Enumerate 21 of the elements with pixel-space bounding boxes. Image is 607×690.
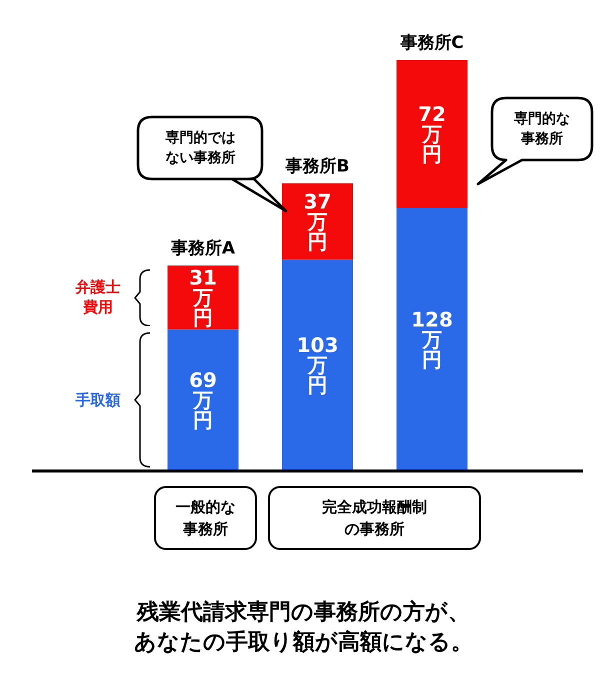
bar <box>396 208 468 471</box>
text: 専門的な事務所 <box>512 110 571 149</box>
text: 残業代請求専門の事務所の方が、あなたの手取り額が高額になる。 <box>134 598 474 657</box>
text: 完全成功報酬制の事務所 <box>322 497 428 540</box>
text: 弁護士費用 <box>74 277 122 318</box>
data-label: 37万円 <box>304 189 332 254</box>
x-tick-label: 事務所C <box>399 33 464 53</box>
annotation: 専門的ではない事務所 <box>164 129 236 168</box>
bar <box>396 60 468 208</box>
data-label: 103万円 <box>296 333 338 398</box>
bar <box>282 183 353 260</box>
data-label: 128万円 <box>411 307 453 372</box>
x-tick-label: 事務所B <box>284 156 350 176</box>
data-label: 72万円 <box>418 102 446 166</box>
text: 一般的な事務所 <box>174 497 236 540</box>
x-tick-label: 事務所A <box>170 238 236 258</box>
text: 手取額 <box>74 390 122 410</box>
bar <box>168 329 238 471</box>
bar <box>282 259 353 471</box>
data-label: 69万円 <box>189 368 217 432</box>
data-label: 31万円 <box>189 265 217 330</box>
